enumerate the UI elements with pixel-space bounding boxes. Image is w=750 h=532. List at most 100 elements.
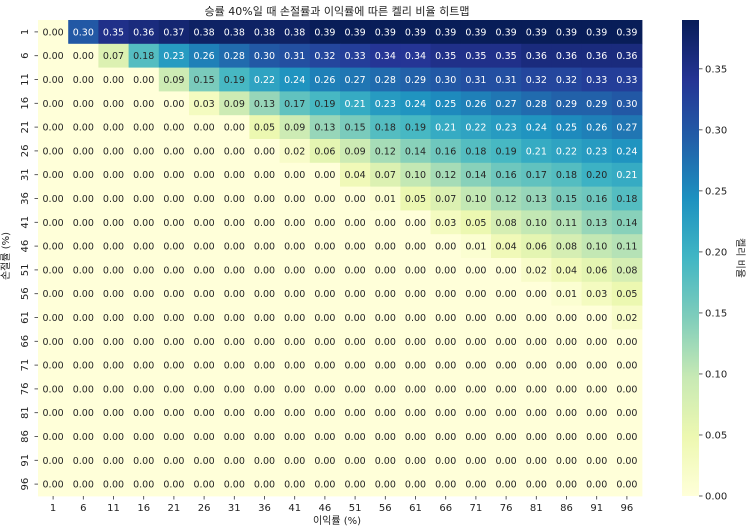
cell-value-label: 0.00 (284, 194, 305, 205)
cell-value-label: 0.39 (465, 27, 486, 38)
heatmap-cell (340, 353, 371, 378)
heatmap-cell (551, 258, 582, 283)
y-tick-label: 6 (20, 53, 31, 59)
heatmap-cell (460, 305, 492, 330)
heatmap-cell (551, 20, 582, 45)
cell-value-label: 0.00 (405, 313, 426, 324)
cell-value-label: 0.00 (254, 242, 275, 253)
heatmap-cell (460, 115, 492, 140)
cell-value-label: 0.00 (103, 289, 124, 300)
heatmap-cell (430, 43, 462, 68)
cell-value-label: 0.30 (435, 75, 456, 86)
cell-value-label: 0.00 (194, 265, 215, 276)
heatmap-cell (581, 377, 613, 402)
cell-value-label: 0.05 (254, 123, 275, 134)
heatmap-cell (460, 424, 492, 449)
heatmap-cell (370, 186, 401, 211)
cell-value-label: 0.22 (556, 146, 577, 157)
heatmap-cell (430, 139, 462, 164)
heatmap-cell (279, 91, 311, 116)
heatmap-cell (158, 400, 190, 425)
cell-value-label: 0.00 (496, 408, 517, 419)
cell-value-label: 0.00 (163, 337, 184, 348)
cell-value-label: 0.00 (133, 194, 154, 205)
heatmap-cell (279, 305, 311, 330)
heatmap-cell (219, 281, 250, 306)
heatmap-cell (249, 258, 280, 283)
cell-value-label: 0.00 (163, 99, 184, 110)
cell-value-label: 0.00 (375, 361, 396, 372)
heatmap-cell (38, 281, 69, 306)
cell-value-label: 0.00 (163, 170, 184, 181)
heatmap-cell (309, 329, 341, 354)
cell-value-label: 0.00 (556, 456, 577, 467)
heatmap-cell (551, 281, 582, 306)
heatmap-cell (611, 91, 643, 116)
cell-value-label: 0.00 (163, 408, 184, 419)
heatmap-cell (189, 162, 220, 187)
heatmap-cell (521, 377, 552, 402)
cell-value-label: 0.00 (73, 384, 94, 395)
cell-value-label: 0.00 (103, 408, 124, 419)
heatmap-cell (460, 43, 492, 68)
cell-value-label: 0.00 (194, 408, 215, 419)
heatmap-cell (189, 329, 220, 354)
heatmap-cell (189, 448, 220, 473)
cell-value-label: 0.00 (284, 337, 305, 348)
cell-value-label: 0.00 (314, 361, 335, 372)
heatmap-cell (158, 210, 190, 235)
cell-value-label: 0.09 (163, 75, 184, 86)
cell-value-label: 0.03 (586, 289, 607, 300)
heatmap-cell (400, 305, 431, 330)
cell-value-label: 0.00 (405, 265, 426, 276)
cell-value-label: 0.00 (526, 456, 547, 467)
heatmap-cell (98, 472, 129, 497)
cell-value-label: 0.00 (465, 313, 486, 324)
heatmap-cell (38, 139, 69, 164)
heatmap-cell (430, 186, 462, 211)
cell-value-label: 0.36 (556, 51, 577, 62)
cell-value-label: 0.00 (43, 123, 64, 134)
cell-value-label: 0.27 (496, 99, 517, 110)
heatmap-cell (400, 67, 431, 92)
cell-value-label: 0.36 (133, 27, 154, 38)
cell-value-label: 0.00 (526, 480, 547, 491)
heatmap-cell (340, 91, 371, 116)
cell-value-label: 0.00 (496, 265, 517, 276)
cell-value-label: 0.00 (254, 456, 275, 467)
heatmap-cell (219, 210, 250, 235)
heatmap-cell (68, 162, 99, 187)
cell-value-label: 0.09 (345, 146, 366, 157)
heatmap-cell (128, 281, 160, 306)
heatmap-cell (581, 234, 613, 259)
heatmap-cell (581, 424, 613, 449)
heatmap-cell (189, 115, 220, 140)
heatmap-cell (38, 186, 69, 211)
cell-value-label: 0.39 (345, 27, 366, 38)
cell-value-label: 0.00 (254, 432, 275, 443)
cell-value-label: 0.00 (103, 75, 124, 86)
heatmap-cell (370, 139, 401, 164)
cell-value-label: 0.00 (73, 170, 94, 181)
heatmap-cell (219, 305, 250, 330)
heatmap-cell (460, 353, 492, 378)
heatmap-cell (430, 353, 462, 378)
cell-value-label: 0.32 (314, 51, 335, 62)
heatmap-cell (521, 20, 552, 45)
heatmap-cell (370, 353, 401, 378)
heatmap-cell (279, 400, 311, 425)
x-tick-label: 1 (50, 503, 56, 514)
cell-value-label: 0.35 (103, 27, 124, 38)
cell-value-label: 0.00 (435, 289, 456, 300)
cell-value-label: 0.00 (465, 361, 486, 372)
heatmap-cell (98, 234, 129, 259)
heatmap-cell (400, 400, 431, 425)
cell-value-label: 0.32 (526, 75, 547, 86)
colorbar (682, 20, 699, 496)
cell-value-label: 0.00 (163, 218, 184, 229)
cell-value-label: 0.00 (254, 218, 275, 229)
heatmap-cell (491, 472, 522, 497)
heatmap-cell (128, 67, 160, 92)
cell-value-label: 0.27 (345, 75, 366, 86)
